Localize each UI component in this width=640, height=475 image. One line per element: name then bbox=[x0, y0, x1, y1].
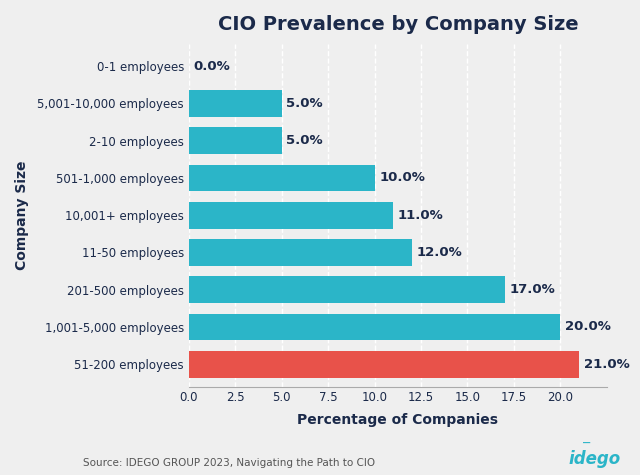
Bar bbox=[189, 202, 393, 228]
Bar bbox=[189, 90, 282, 117]
Bar bbox=[189, 351, 579, 378]
Text: idego: idego bbox=[569, 450, 621, 468]
Text: 10.0%: 10.0% bbox=[380, 171, 425, 184]
Text: 17.0%: 17.0% bbox=[509, 283, 555, 296]
Text: 20.0%: 20.0% bbox=[565, 321, 611, 333]
X-axis label: Percentage of Companies: Percentage of Companies bbox=[298, 413, 499, 427]
Bar bbox=[189, 164, 374, 191]
Text: 5.0%: 5.0% bbox=[286, 97, 323, 110]
Text: 21.0%: 21.0% bbox=[584, 358, 629, 370]
Bar bbox=[189, 276, 504, 303]
Text: 0.0%: 0.0% bbox=[193, 60, 230, 73]
Bar bbox=[189, 314, 561, 341]
Text: 12.0%: 12.0% bbox=[417, 246, 462, 259]
Y-axis label: Company Size: Company Size bbox=[15, 161, 29, 270]
Bar bbox=[189, 127, 282, 154]
Bar bbox=[189, 239, 412, 266]
Text: Source: IDEGO GROUP 2023, Navigating the Path to CIO: Source: IDEGO GROUP 2023, Navigating the… bbox=[83, 458, 375, 468]
Text: 11.0%: 11.0% bbox=[398, 209, 444, 222]
Text: 5.0%: 5.0% bbox=[286, 134, 323, 147]
Title: CIO Prevalence by Company Size: CIO Prevalence by Company Size bbox=[218, 15, 578, 34]
